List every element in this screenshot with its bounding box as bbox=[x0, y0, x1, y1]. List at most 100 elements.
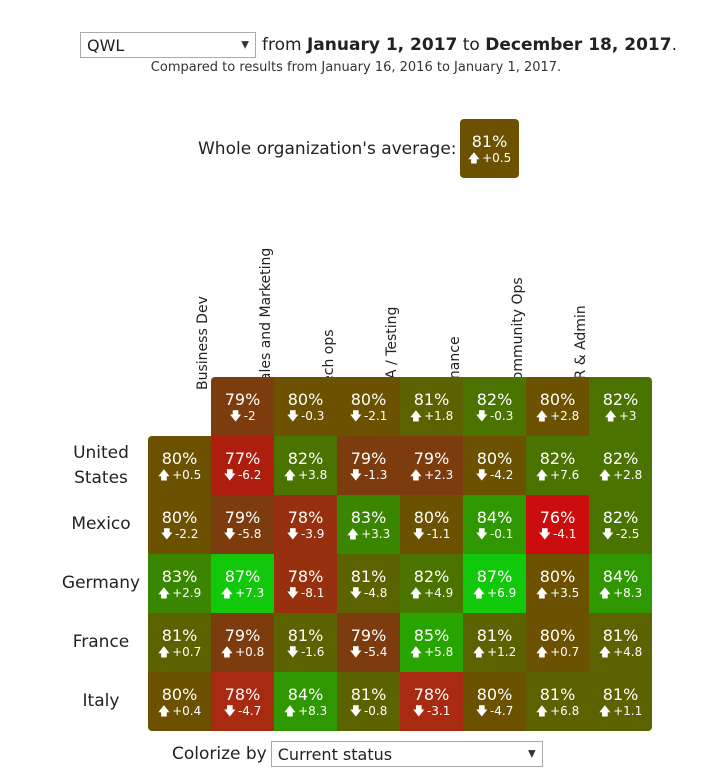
colorize-select-value: Current status bbox=[277, 744, 393, 764]
cell-delta: 🡇 -1.6 bbox=[287, 645, 325, 659]
heatmap-cell[interactable]: 85% 🡅 +5.8 bbox=[400, 613, 463, 672]
cell-delta: 🡇 -3.9 bbox=[287, 527, 325, 541]
arrow-up-icon: 🡅 bbox=[598, 467, 612, 482]
average-label: Whole organization's average: bbox=[198, 139, 457, 159]
heatmap-cell[interactable]: 83% 🡅 +3.3 bbox=[337, 495, 400, 554]
column-total-cell[interactable]: 80% 🡇 -0.3 bbox=[274, 377, 337, 436]
arrow-down-icon: 🡇 bbox=[286, 585, 299, 600]
heatmap-cell[interactable]: 79% 🡇 -1.3 bbox=[337, 436, 400, 495]
heatmap-cell[interactable]: 80% 🡇 -4.7 bbox=[463, 672, 526, 731]
heatmap-cell[interactable]: 84% 🡇 -0.1 bbox=[463, 495, 526, 554]
column-header-label: Community Ops bbox=[510, 277, 526, 390]
cell-delta-value: +5.8 bbox=[424, 644, 454, 659]
heatmap-cell[interactable]: 80% 🡅 +0.7 bbox=[526, 613, 589, 672]
column-total-cell[interactable]: 79% 🡇 -2 bbox=[211, 377, 274, 436]
cell-delta: 🡅 +1.8 bbox=[410, 409, 453, 423]
from-word: from bbox=[262, 35, 302, 55]
arrow-up-icon: 🡅 bbox=[472, 585, 486, 600]
heatmap-cell[interactable]: 84% 🡅 +8.3 bbox=[589, 554, 652, 613]
heatmap-cell[interactable]: 79% 🡇 -5.8 bbox=[211, 495, 274, 554]
heatmap-cell[interactable]: 81% 🡇 -1.6 bbox=[274, 613, 337, 672]
cell-delta: 🡅 +4.8 bbox=[599, 645, 642, 659]
cell-pct: 81% bbox=[413, 389, 450, 409]
cell-delta: 🡅 +2.8 bbox=[599, 468, 642, 482]
heatmap-cell[interactable]: 84% 🡅 +8.3 bbox=[274, 672, 337, 731]
column-total-cell[interactable]: 80% 🡇 -2.1 bbox=[337, 377, 400, 436]
average-badge: 81% 🡅 +0.5 bbox=[460, 119, 519, 178]
cell-pct: 84% bbox=[287, 684, 324, 704]
cell-delta: 🡇 -5.8 bbox=[224, 527, 262, 541]
heatmap-cell[interactable]: 80% 🡅 +3.5 bbox=[526, 554, 589, 613]
heatmap-cell[interactable]: 87% 🡅 +6.9 bbox=[463, 554, 526, 613]
column-total-cell[interactable]: 82% 🡇 -0.3 bbox=[463, 377, 526, 436]
arrow-down-icon: 🡇 bbox=[229, 408, 242, 423]
cell-pct: 85% bbox=[413, 625, 450, 645]
cell-delta: 🡅 +1.1 bbox=[599, 704, 642, 718]
metric-select[interactable]: QWL ▼ bbox=[80, 32, 256, 58]
heatmap-cell[interactable]: 77% 🡇 -6.2 bbox=[211, 436, 274, 495]
cell-delta: 🡅 +7.3 bbox=[221, 586, 264, 600]
heatmap-cell[interactable]: 79% 🡅 +2.3 bbox=[400, 436, 463, 495]
cell-pct: 84% bbox=[476, 507, 513, 527]
heatmap-cell[interactable]: 82% 🡅 +3.8 bbox=[274, 436, 337, 495]
average-delta-value: +0.5 bbox=[482, 150, 512, 165]
row-total-cell[interactable]: 81% 🡅 +0.7 bbox=[148, 613, 211, 672]
cell-delta: 🡇 -2.2 bbox=[161, 527, 199, 541]
column-total-cell[interactable]: 81% 🡅 +1.8 bbox=[400, 377, 463, 436]
cell-pct: 79% bbox=[413, 448, 450, 468]
heatmap-cell[interactable]: 87% 🡅 +7.3 bbox=[211, 554, 274, 613]
cell-delta: 🡅 +6.9 bbox=[473, 586, 516, 600]
header-line: QWL ▼ from January 1, 2017 to December 1… bbox=[80, 32, 677, 58]
cell-delta: 🡅 +3.3 bbox=[347, 527, 390, 541]
arrow-down-icon: 🡇 bbox=[349, 644, 362, 659]
heatmap-cell[interactable]: 81% 🡇 -0.8 bbox=[337, 672, 400, 731]
heatmap-cell[interactable]: 80% 🡇 -4.2 bbox=[463, 436, 526, 495]
chevron-down-icon: ▼ bbox=[241, 39, 249, 51]
row-total-cell[interactable]: 80% 🡅 +0.4 bbox=[148, 672, 211, 731]
cell-pct: 82% bbox=[602, 389, 639, 409]
heatmap-cell[interactable]: 82% 🡇 -2.5 bbox=[589, 495, 652, 554]
cell-pct: 81% bbox=[539, 684, 576, 704]
heatmap-cell[interactable]: 82% 🡅 +4.9 bbox=[400, 554, 463, 613]
heatmap-cell[interactable]: 81% 🡇 -4.8 bbox=[337, 554, 400, 613]
colorize-select[interactable]: Current status ▼ bbox=[270, 741, 543, 767]
heatmap-cell[interactable]: 76% 🡇 -4.1 bbox=[526, 495, 589, 554]
heatmap-cell[interactable]: 78% 🡇 -3.9 bbox=[274, 495, 337, 554]
arrow-up-icon: 🡅 bbox=[409, 644, 423, 659]
column-total-cell[interactable]: 80% 🡅 +2.8 bbox=[526, 377, 589, 436]
cell-delta-value: +0.4 bbox=[172, 703, 202, 718]
cell-pct: 87% bbox=[476, 566, 513, 586]
heatmap-cell[interactable]: 80% 🡇 -1.1 bbox=[400, 495, 463, 554]
heatmap-cell[interactable]: 78% 🡇 -8.1 bbox=[274, 554, 337, 613]
column-total-cell[interactable]: 82% 🡅 +3 bbox=[589, 377, 652, 436]
arrow-up-icon: 🡅 bbox=[283, 467, 297, 482]
cell-pct: 82% bbox=[287, 448, 324, 468]
cell-delta: 🡇 -2 bbox=[229, 409, 255, 423]
heatmap-cell[interactable]: 78% 🡇 -3.1 bbox=[400, 672, 463, 731]
cell-delta-value: -4.1 bbox=[552, 526, 577, 541]
row-total-cell[interactable]: 80% 🡇 -2.2 bbox=[148, 495, 211, 554]
heatmap-cell[interactable]: 81% 🡅 +4.8 bbox=[589, 613, 652, 672]
heatmap-cell[interactable]: 81% 🡅 +1.1 bbox=[589, 672, 652, 731]
cell-delta: 🡅 +2.9 bbox=[158, 586, 201, 600]
cell-delta: 🡅 +0.7 bbox=[536, 645, 579, 659]
cell-pct: 81% bbox=[476, 625, 513, 645]
cell-delta-value: -1.6 bbox=[300, 644, 325, 659]
row-total-cell[interactable]: 83% 🡅 +2.9 bbox=[148, 554, 211, 613]
cell-pct: 78% bbox=[224, 684, 261, 704]
arrow-down-icon: 🡇 bbox=[286, 408, 299, 423]
heatmap-cell[interactable]: 78% 🡇 -4.7 bbox=[211, 672, 274, 731]
cell-delta-value: -4.8 bbox=[363, 585, 388, 600]
heatmap-cell[interactable]: 81% 🡅 +1.2 bbox=[463, 613, 526, 672]
heatmap-cell[interactable]: 82% 🡅 +7.6 bbox=[526, 436, 589, 495]
cell-pct: 81% bbox=[602, 625, 639, 645]
cell-pct: 81% bbox=[602, 684, 639, 704]
cell-pct: 78% bbox=[287, 566, 324, 586]
row-total-cell[interactable]: 80% 🡅 +0.5 bbox=[148, 436, 211, 495]
heatmap-cell[interactable]: 82% 🡅 +2.8 bbox=[589, 436, 652, 495]
arrow-up-icon: 🡅 bbox=[157, 703, 171, 718]
arrow-up-icon: 🡅 bbox=[157, 644, 171, 659]
heatmap-cell[interactable]: 81% 🡅 +6.8 bbox=[526, 672, 589, 731]
heatmap-cell[interactable]: 79% 🡅 +0.8 bbox=[211, 613, 274, 672]
heatmap-cell[interactable]: 79% 🡇 -5.4 bbox=[337, 613, 400, 672]
